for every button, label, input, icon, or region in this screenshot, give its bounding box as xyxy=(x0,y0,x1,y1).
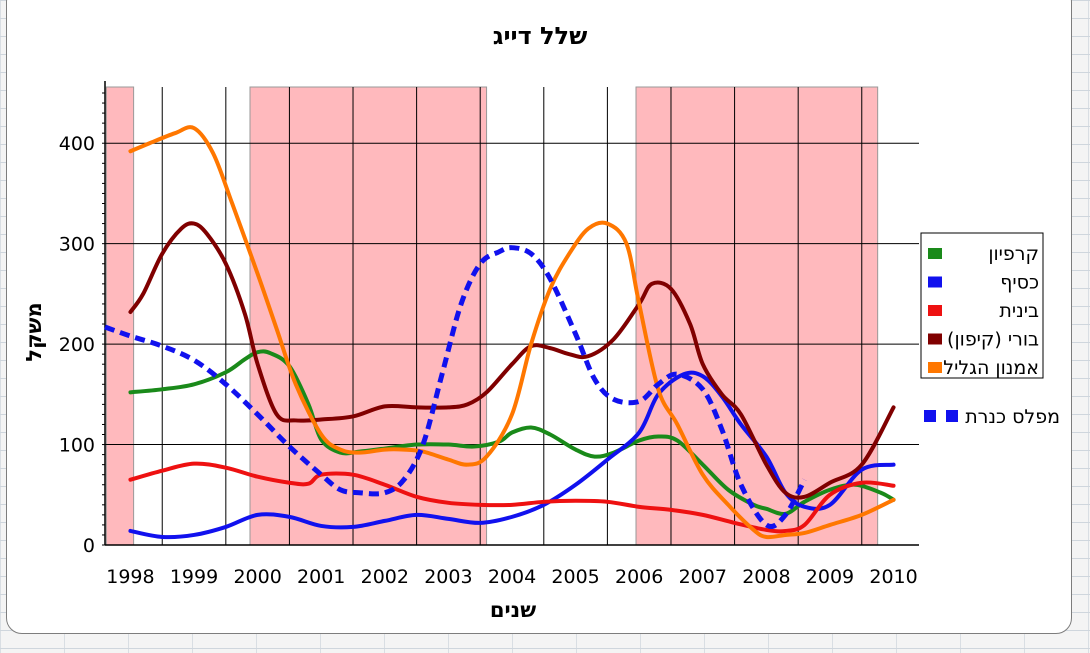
series-line-2 xyxy=(128,461,896,534)
chart-frame: 0 100 200 300 400 1998 1999 2000 2001 2002 2003 200… xyxy=(6,0,1072,634)
legend-swatch xyxy=(946,410,958,422)
series-line-0 xyxy=(128,349,896,517)
chart-title: שלל דייג xyxy=(493,22,588,50)
x-tick-label: 2000 xyxy=(233,566,281,588)
series-line-5 xyxy=(104,245,807,530)
series-line-3 xyxy=(128,221,896,500)
legend-label: מפלס כנרת xyxy=(965,406,1060,428)
legend-label: קרפיון xyxy=(988,243,1039,265)
x-tick-label: 2001 xyxy=(297,566,345,588)
x-tick-label: 2004 xyxy=(488,566,536,588)
legend-swatch xyxy=(928,362,942,373)
y-tick-label: 200 xyxy=(59,334,95,356)
legend-label: אמנון הגליל xyxy=(943,357,1039,379)
x-tick-label: 2009 xyxy=(806,566,854,588)
x-tick-label: 2008 xyxy=(742,566,790,588)
shaded-period-0 xyxy=(105,86,135,546)
x-tick-label: 2003 xyxy=(424,566,472,588)
shaded-period-2 xyxy=(635,86,879,546)
legend-label: בינית xyxy=(999,300,1039,322)
x-tick-label: 2006 xyxy=(615,566,663,588)
x-tick-label: 2007 xyxy=(679,566,727,588)
legend-swatch xyxy=(924,410,936,422)
x-tick-label: 1998 xyxy=(106,566,154,588)
legend: קרפיון כסיף בינית בורי (קיפון) אמנון הגליל מפ… xyxy=(920,232,1060,428)
x-tick-label: 1999 xyxy=(170,566,218,588)
legend-swatch xyxy=(928,248,942,259)
series-line-1 xyxy=(128,370,896,540)
series-line-4 xyxy=(128,125,896,540)
x-tick-label: 2002 xyxy=(361,566,409,588)
y-axis-title: משקל xyxy=(22,302,46,361)
legend-swatch xyxy=(928,333,942,345)
x-tick-label: 2010 xyxy=(869,566,917,588)
legend-label: בורי (קיפון) xyxy=(947,329,1039,351)
y-tick-label: 100 xyxy=(59,435,95,457)
x-tick-label: 2005 xyxy=(551,566,599,588)
y-tick-label: 400 xyxy=(59,133,95,155)
shaded-period-1 xyxy=(249,86,488,546)
legend-swatch xyxy=(928,305,942,316)
y-tick-label: 300 xyxy=(59,234,95,256)
legend-label: כסיף xyxy=(1000,272,1039,294)
y-tick-label: 0 xyxy=(83,535,95,557)
chart-svg: 0 100 200 300 400 1998 1999 2000 2001 2002 2003 200… xyxy=(22,22,1060,622)
legend-swatch xyxy=(928,276,942,288)
x-axis-title: שנים xyxy=(490,598,536,622)
